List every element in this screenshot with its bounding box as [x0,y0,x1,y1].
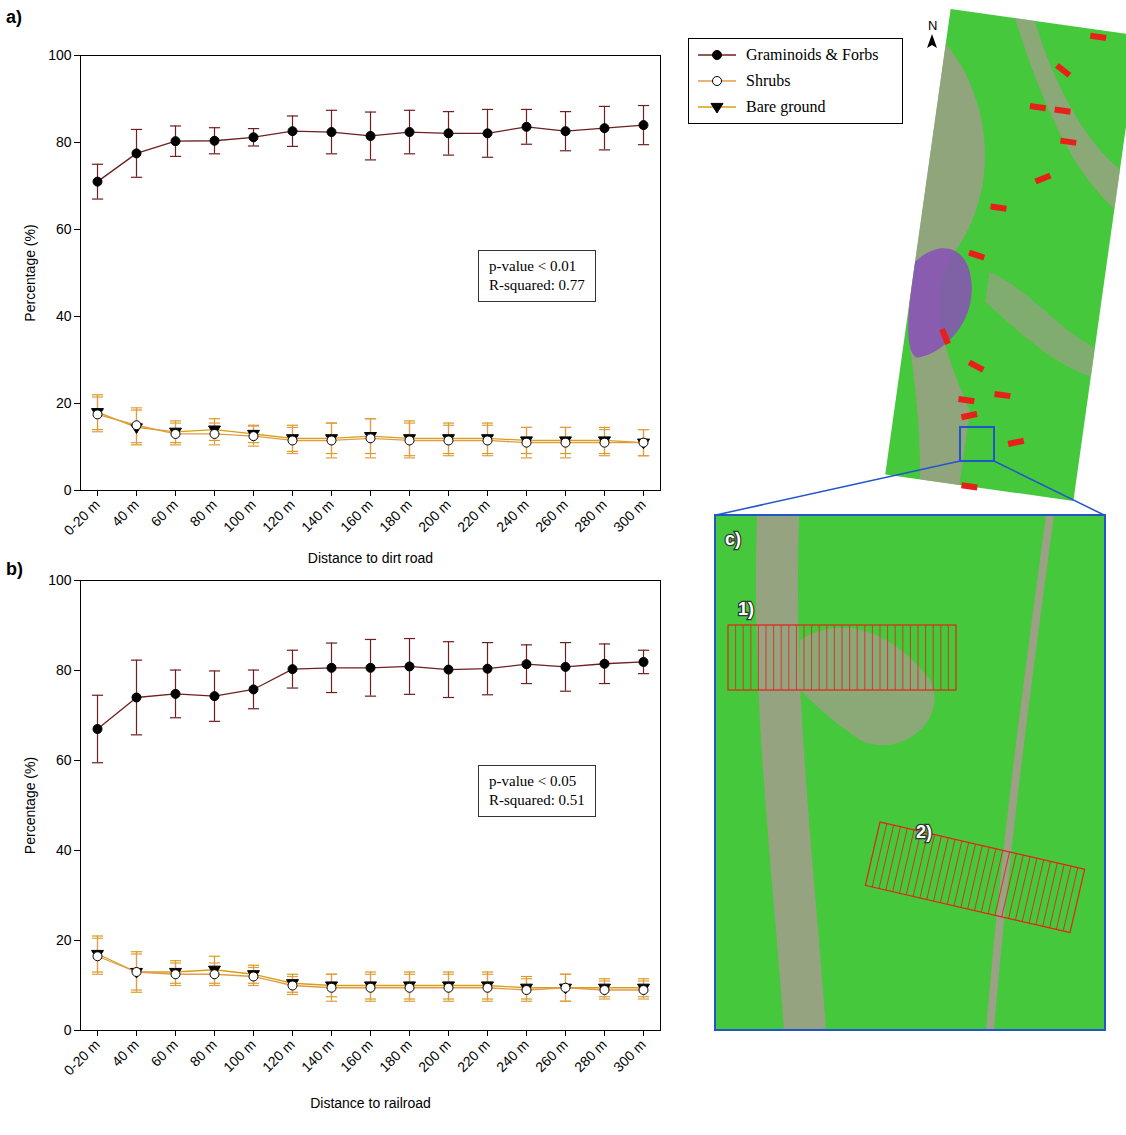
svg-text:60 m: 60 m [147,1036,180,1069]
svg-text:20: 20 [56,932,72,948]
svg-text:1): 1) [738,599,754,619]
svg-text:0-20 m: 0-20 m [61,1036,103,1078]
svg-text:100 m: 100 m [220,496,259,535]
html-text:p-value < 0.05: p-value < 0.05 [489,773,577,789]
svg-text:80: 80 [56,134,72,150]
html-text:b): b) [6,559,23,579]
svg-text:260 m: 260 m [532,1036,571,1075]
svg-text:180 m: 180 m [376,1036,415,1075]
svg-text:0: 0 [64,1022,72,1038]
svg-text:220 m: 220 m [454,1036,493,1075]
svg-text:160 m: 160 m [337,1036,376,1075]
svg-text:Distance to railroad: Distance to railroad [310,1095,431,1111]
svg-text:Bare ground: Bare ground [746,98,826,116]
svg-text:160 m: 160 m [337,496,376,535]
svg-text:100: 100 [48,47,72,63]
svg-text:240 m: 240 m [493,1036,532,1075]
svg-text:2): 2) [916,822,932,842]
svg-text:Percentage (%): Percentage (%) [22,757,38,854]
svg-text:120 m: 120 m [259,1036,298,1075]
svg-text:Graminoids & Forbs: Graminoids & Forbs [746,46,878,63]
html-text:p-value < 0.01: p-value < 0.01 [489,258,577,274]
svg-text:40: 40 [56,842,72,858]
svg-text:60: 60 [56,752,72,768]
svg-text:60: 60 [56,221,72,237]
svg-text:Percentage (%): Percentage (%) [22,224,38,321]
svg-text:80: 80 [56,662,72,678]
svg-text:300 m: 300 m [610,496,649,535]
svg-text:140 m: 140 m [298,1036,337,1075]
svg-text:260 m: 260 m [532,496,571,535]
svg-text:Shrubs: Shrubs [746,72,790,89]
svg-text:180 m: 180 m [376,496,415,535]
svg-text:40 m: 40 m [108,1036,141,1069]
html-text:R-squared: 0.51: R-squared: 0.51 [489,792,585,808]
svg-text:140 m: 140 m [298,496,337,535]
svg-text:100: 100 [48,572,72,588]
svg-text:Distance to dirt road: Distance to dirt road [308,550,433,566]
svg-text:c): c) [725,529,741,549]
svg-text:240 m: 240 m [493,496,532,535]
html-text:R-squared: 0.77: R-squared: 0.77 [489,277,585,293]
svg-text:200 m: 200 m [415,1036,454,1075]
html-text:a): a) [6,7,22,27]
svg-text:40 m: 40 m [108,496,141,529]
svg-text:0: 0 [64,482,72,498]
svg-text:80 m: 80 m [186,496,219,529]
svg-text:60 m: 60 m [147,496,180,529]
svg-text:N: N [928,18,937,33]
svg-text:120 m: 120 m [259,496,298,535]
svg-text:280 m: 280 m [571,496,610,535]
svg-text:200 m: 200 m [415,496,454,535]
svg-text:100 m: 100 m [220,1036,259,1075]
svg-text:280 m: 280 m [571,1036,610,1075]
svg-text:40: 40 [56,308,72,324]
svg-text:0-20 m: 0-20 m [61,496,103,538]
svg-text:300 m: 300 m [610,1036,649,1075]
svg-text:20: 20 [56,395,72,411]
svg-text:220 m: 220 m [454,496,493,535]
svg-text:80 m: 80 m [186,1036,219,1069]
